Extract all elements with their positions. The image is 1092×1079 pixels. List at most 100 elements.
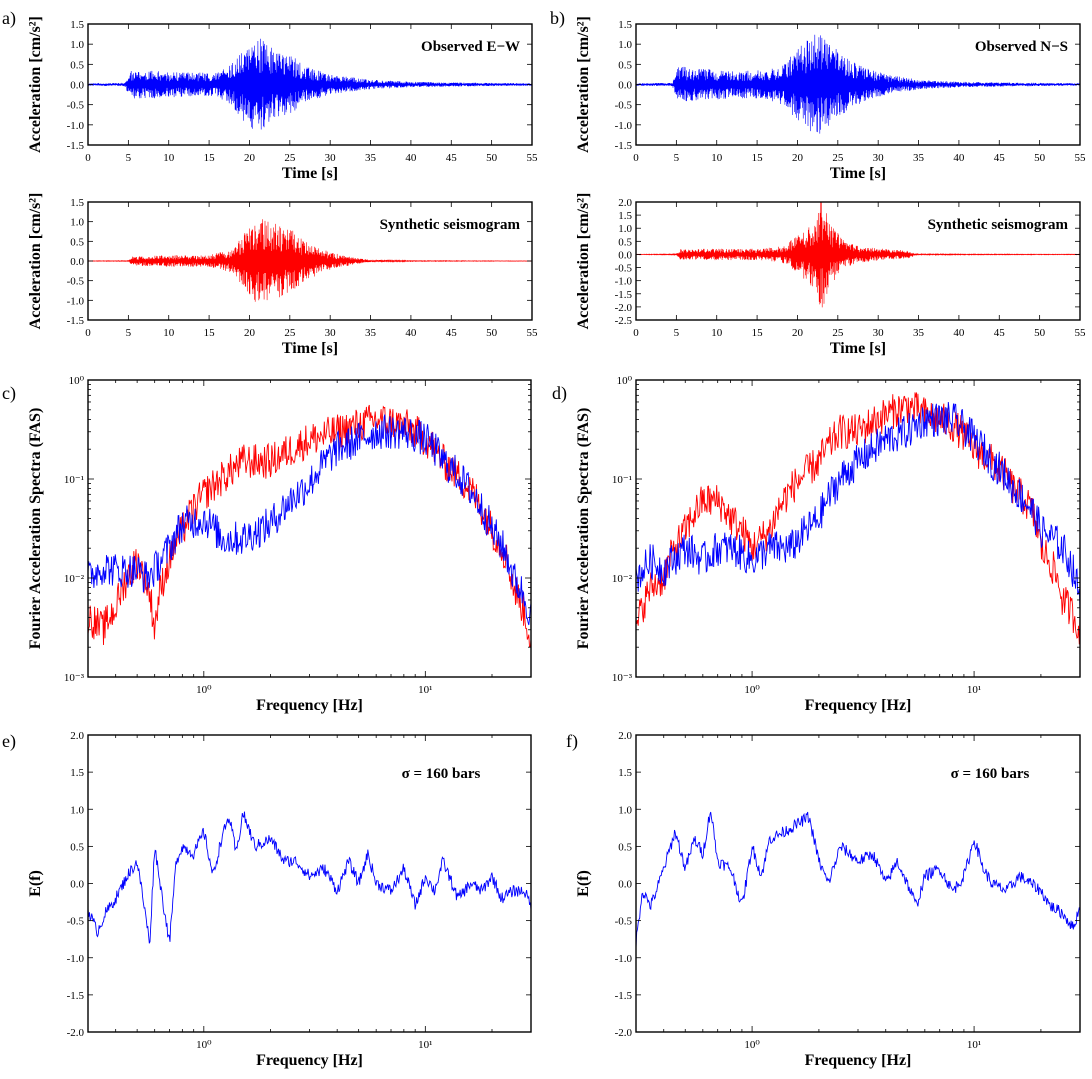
y-tick-label: 1.0 xyxy=(618,804,632,816)
x-tick-label: 0 xyxy=(633,327,639,339)
x-tick-label: 0 xyxy=(85,327,91,339)
y-tick-label: 10⁻² xyxy=(612,573,633,585)
y-tick-label: 2.0 xyxy=(70,730,84,742)
panel-label: f) xyxy=(566,731,578,752)
panel-label: c) xyxy=(2,383,16,404)
x-tick-label: 30 xyxy=(873,327,885,339)
y-tick-label: 10⁰ xyxy=(617,375,633,387)
y-tick-label: 10⁰ xyxy=(69,375,85,387)
y-tick-label: -1.0 xyxy=(615,953,633,965)
trace-line xyxy=(636,34,1080,134)
y-tick-label: 0.0 xyxy=(70,256,84,268)
panel-label: b) xyxy=(550,8,565,29)
x-tick-label: 30 xyxy=(325,152,337,164)
x-tick-label: 30 xyxy=(873,152,885,164)
x-tick-label: 20 xyxy=(792,327,804,339)
x-tick-label: 55 xyxy=(527,327,539,339)
x-tick-label: 10⁰ xyxy=(744,684,760,696)
x-tick-label: 50 xyxy=(1034,152,1046,164)
y-tick-label: 10⁻¹ xyxy=(612,474,632,486)
x-tick-label: 10 xyxy=(711,327,723,339)
x-axis-label: Time [s] xyxy=(830,340,886,357)
y-tick-label: -2.0 xyxy=(615,1027,633,1039)
annotation-label: Observed E−W xyxy=(421,39,520,55)
y-tick-label: 0.0 xyxy=(618,80,632,92)
x-axis-label: Time [s] xyxy=(282,340,338,357)
series-line-1 xyxy=(636,811,1080,949)
y-tick-label: 0.0 xyxy=(70,879,84,891)
x-tick-label: 15 xyxy=(204,152,216,164)
x-tick-label: 45 xyxy=(994,152,1006,164)
x-tick-label: 10¹ xyxy=(967,684,981,696)
y-tick-label: 0.5 xyxy=(70,841,84,853)
y-tick-label: 10⁻³ xyxy=(64,672,85,684)
x-tick-label: 45 xyxy=(446,327,458,339)
y-tick-label: -1.0 xyxy=(615,120,633,132)
x-tick-label: 35 xyxy=(365,327,377,339)
y-tick-label: -0.5 xyxy=(615,916,633,928)
x-tick-label: 40 xyxy=(405,327,417,339)
x-tick-label: 10⁰ xyxy=(196,1039,212,1051)
x-tick-label: 0 xyxy=(85,152,91,164)
x-tick-label: 10¹ xyxy=(967,1039,981,1051)
x-tick-label: 5 xyxy=(126,152,132,164)
x-tick-label: 5 xyxy=(674,152,680,164)
trace-line xyxy=(636,202,1080,308)
subplot-4: 0 5 10 15 20 25 30 35 40 45 50 55 -2.5-2.0-1.5-1.0-0… xyxy=(575,193,1086,357)
x-tick-label: 40 xyxy=(953,152,965,164)
subplot-5: 10⁰ 10¹ 10⁻³ 10⁻² 10⁻¹ 10⁰ Frequency [Hz] Fouri… xyxy=(2,375,532,714)
y-tick-label: 0.5 xyxy=(70,59,84,71)
subplot-7: 10⁰ 10¹ -2.0 -1.5 -1.0 -0.5 0.0 0.5 1.0 1.5 2.0 Fre… xyxy=(2,730,532,1069)
x-tick-label: 15 xyxy=(752,327,764,339)
x-tick-label: 10 xyxy=(163,152,175,164)
x-tick-label: 50 xyxy=(1034,327,1046,339)
y-tick-label: -1.0 xyxy=(67,120,85,132)
x-tick-label: 50 xyxy=(486,327,498,339)
x-tick-label: 50 xyxy=(486,152,498,164)
y-tick-label: -2.0 xyxy=(67,1027,85,1039)
subplot-8: 10⁰ 10¹ -2.0 -1.5 -1.0 -0.5 0.0 0.5 1.0 1.5 2.0 Fre… xyxy=(566,730,1081,1069)
x-tick-label: 10¹ xyxy=(418,684,432,696)
y-tick-label: 1.0 xyxy=(70,39,84,51)
x-axis-label: Frequency [Hz] xyxy=(256,697,363,714)
y-tick-label: 1.5 xyxy=(618,210,632,222)
x-tick-label: 35 xyxy=(913,152,925,164)
y-tick-label: -0.5 xyxy=(67,916,85,928)
y-axis-label: E(f) xyxy=(575,870,592,897)
x-tick-label: 0 xyxy=(633,152,639,164)
x-tick-label: 20 xyxy=(244,327,256,339)
y-tick-label: -1.0 xyxy=(615,276,633,288)
x-axis-label: Frequency [Hz] xyxy=(256,1052,363,1069)
y-tick-label: 10⁻² xyxy=(64,573,85,585)
y-tick-label: -1.0 xyxy=(67,295,85,307)
annotation-label: Observed N−S xyxy=(975,39,1068,55)
y-axis-label: Acceleration [cm/s²] xyxy=(575,16,592,153)
x-tick-label: 40 xyxy=(405,152,417,164)
y-tick-label: 0.5 xyxy=(618,841,632,853)
x-tick-label: 30 xyxy=(325,327,337,339)
plot-frame xyxy=(635,201,1081,321)
y-axis-label: Acceleration [cm/s²] xyxy=(575,193,592,330)
panel-label: a) xyxy=(2,8,16,29)
y-tick-label: 1.5 xyxy=(618,19,632,31)
x-tick-label: 45 xyxy=(446,152,458,164)
x-tick-label: 5 xyxy=(674,327,680,339)
series-line-1 xyxy=(88,811,531,944)
y-tick-label: 10⁻¹ xyxy=(64,474,84,486)
y-tick-label: -0.5 xyxy=(67,100,85,112)
y-tick-label: 2.0 xyxy=(618,730,632,742)
x-tick-label: 45 xyxy=(994,327,1006,339)
subplot-6: 10⁰ 10¹ 10⁻³ 10⁻² 10⁻¹ 10⁰ Frequency [Hz] Fouri… xyxy=(552,375,1081,714)
x-tick-label: 10 xyxy=(163,327,175,339)
y-tick-label: 0.0 xyxy=(618,249,632,261)
annotation-label: σ = 160 bars xyxy=(402,766,481,782)
y-tick-label: 1.0 xyxy=(70,217,84,229)
x-tick-label: 25 xyxy=(284,327,296,339)
trace-line xyxy=(88,219,532,302)
y-tick-label: 1.5 xyxy=(70,767,84,779)
annotation-label: Synthetic seismogram xyxy=(380,217,521,233)
x-axis-label: Time [s] xyxy=(282,165,338,182)
x-tick-label: 15 xyxy=(204,327,216,339)
x-tick-label: 10¹ xyxy=(418,1039,432,1051)
y-tick-label: 1.5 xyxy=(70,197,84,209)
